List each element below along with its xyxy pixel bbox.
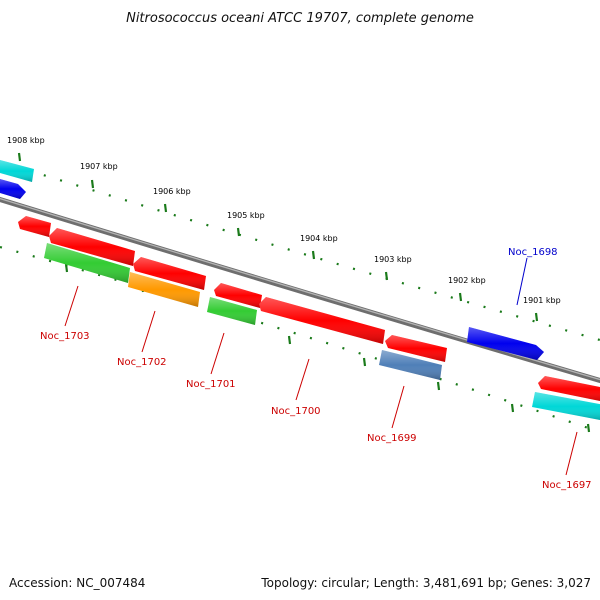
scale-track-outer <box>0 152 600 342</box>
genome-backbone <box>0 196 600 384</box>
scale-label: 1901 kbp <box>523 296 561 305</box>
scale-label: 1908 kbp <box>7 136 45 145</box>
major-tick <box>163 203 168 213</box>
gene-label-noc1700[interactable]: Noc_1700 <box>271 406 321 417</box>
gene-label-noc1703[interactable]: Noc_1703 <box>40 331 90 342</box>
scale-label: 1907 kbp <box>80 162 118 171</box>
scale-label: 1902 kbp <box>448 276 486 285</box>
leader-line <box>565 431 578 476</box>
major-tick <box>362 357 367 367</box>
gene-box-shade <box>128 272 200 307</box>
label-leader-lines <box>64 257 578 476</box>
major-tick <box>510 403 515 413</box>
gene-label-noc1698[interactable]: Noc_1698 <box>508 247 558 258</box>
gene-arrow-shade <box>49 228 135 266</box>
scale-label: 1904 kbp <box>300 234 338 243</box>
gene-box-shade <box>44 243 130 283</box>
major-tick <box>64 263 69 273</box>
scale-label: 1906 kbp <box>153 187 191 196</box>
reverse-features-row1 <box>18 216 600 401</box>
leader-line <box>391 385 405 429</box>
leader-line <box>141 310 156 353</box>
outer-major-ticks <box>17 152 539 322</box>
reverse-features-row2 <box>44 243 600 421</box>
scale-labels: 1908 kbp 1907 kbp 1906 kbp 1905 kbp 1904… <box>7 136 561 305</box>
leader-line <box>295 358 310 401</box>
major-tick <box>90 179 95 189</box>
accession-text: Accession: NC_007484 <box>9 576 146 590</box>
major-tick <box>236 227 241 237</box>
gene-arrow-shade <box>538 376 600 401</box>
major-tick <box>436 381 441 391</box>
gene-arrow-shade <box>133 257 206 290</box>
gene-arrow-shade <box>0 179 26 199</box>
gene-arrow-shade <box>467 327 544 360</box>
gene-arrow-shade <box>385 335 447 362</box>
major-tick <box>287 335 292 345</box>
gene-label-noc1701[interactable]: Noc_1701 <box>186 379 236 390</box>
major-tick <box>586 423 591 433</box>
gene-arrow-shade <box>0 160 34 182</box>
scale-label: 1903 kbp <box>374 255 412 264</box>
major-tick <box>311 250 316 260</box>
leader-line <box>64 285 79 327</box>
forward-features <box>0 160 544 360</box>
leader-line <box>516 257 528 306</box>
gene-label-noc1697[interactable]: Noc_1697 <box>542 480 592 491</box>
gene-labels: Noc_1698 Noc_1703 Noc_1702 Noc_1701 Noc_… <box>40 247 592 491</box>
major-tick <box>17 152 22 162</box>
major-tick <box>384 271 389 281</box>
genome-summary-text: Topology: circular; Length: 3,481,691 bp… <box>261 576 591 590</box>
gene-box-shade <box>207 297 257 325</box>
scale-label: 1905 kbp <box>227 211 265 220</box>
genome-backbone-highlight <box>0 197 600 381</box>
gene-arrow-shade <box>259 297 385 344</box>
major-tick <box>534 312 539 322</box>
gene-box-shade <box>532 392 600 421</box>
gene-arrow-shade <box>214 283 262 308</box>
major-tick <box>458 292 463 302</box>
gene-label-noc1699[interactable]: Noc_1699 <box>367 433 417 444</box>
gene-arrow-shade <box>18 216 51 237</box>
map-title: Nitrosococcus oceani ATCC 19707, complet… <box>126 11 474 26</box>
gene-box-shade <box>379 350 442 380</box>
leader-line <box>210 332 225 375</box>
gene-label-noc1702[interactable]: Noc_1702 <box>117 357 167 368</box>
